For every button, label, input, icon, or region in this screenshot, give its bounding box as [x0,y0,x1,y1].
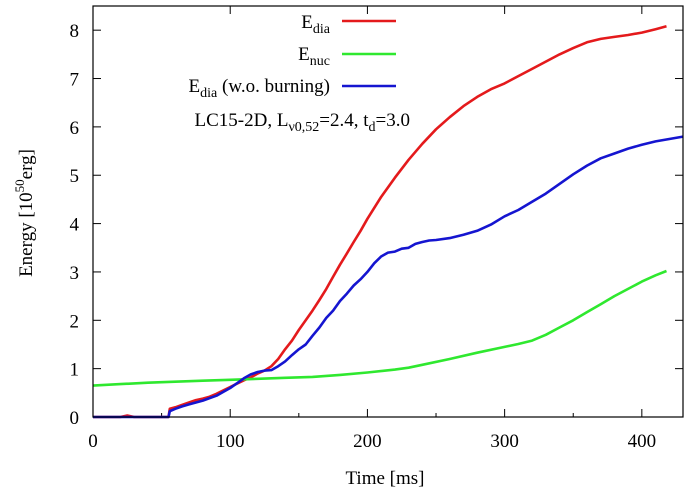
legend-label-e-dia-wo-burning: Edia (w.o. burning) [189,76,330,101]
x-tick-label-300: 300 [490,431,519,452]
series-line-e-dia-wo-burning [93,135,684,419]
series-line-e-dia [93,25,667,419]
legend: Edia Enuc Edia (w.o. burning) [189,12,396,101]
tick-labels: 0 100 200 300 400 0 1 2 3 4 5 6 7 8 [70,21,657,452]
legend-label-e-nuc: Enuc [298,44,330,69]
y-tick-label-0: 0 [70,408,80,429]
y-tick-label-3: 3 [70,263,80,284]
legend-label-e-dia: Edia [301,12,330,37]
y-axis-title-sup: 50 [12,179,27,192]
x-tick-label-400: 400 [628,431,657,452]
x-tick-label-100: 100 [216,431,245,452]
axis-ticks [92,6,683,418]
series-layer [92,25,684,419]
y-tick-label-7: 7 [70,70,80,91]
y-tick-label-5: 5 [70,166,80,187]
legend-entry-e-nuc: Enuc [298,44,396,69]
y-tick-label-2: 2 [70,311,80,332]
y-axis-title-base: Energy [10 [16,192,37,277]
y-axis-title: Energy [1050erg] [12,149,37,277]
plot-frame [92,5,684,418]
y-axis-title-tail: erg] [16,149,37,179]
x-tick-label-0: 0 [88,431,98,452]
simulation-annotation: LC15-2D, Lν0,52=2.4, td=3.0 [195,110,411,135]
series-line-e-nuc [92,269,667,387]
x-tick-label-200: 200 [353,431,382,452]
y-tick-label-1: 1 [70,360,80,381]
y-tick-label-4: 4 [70,215,80,236]
y-tick-label-6: 6 [70,118,80,139]
legend-entry-e-dia: Edia [301,12,396,37]
x-axis-title: Time [ms] [345,468,424,489]
legend-entry-e-dia-wo-burning: Edia (w.o. burning) [189,76,396,101]
y-tick-label-8: 8 [70,21,80,42]
